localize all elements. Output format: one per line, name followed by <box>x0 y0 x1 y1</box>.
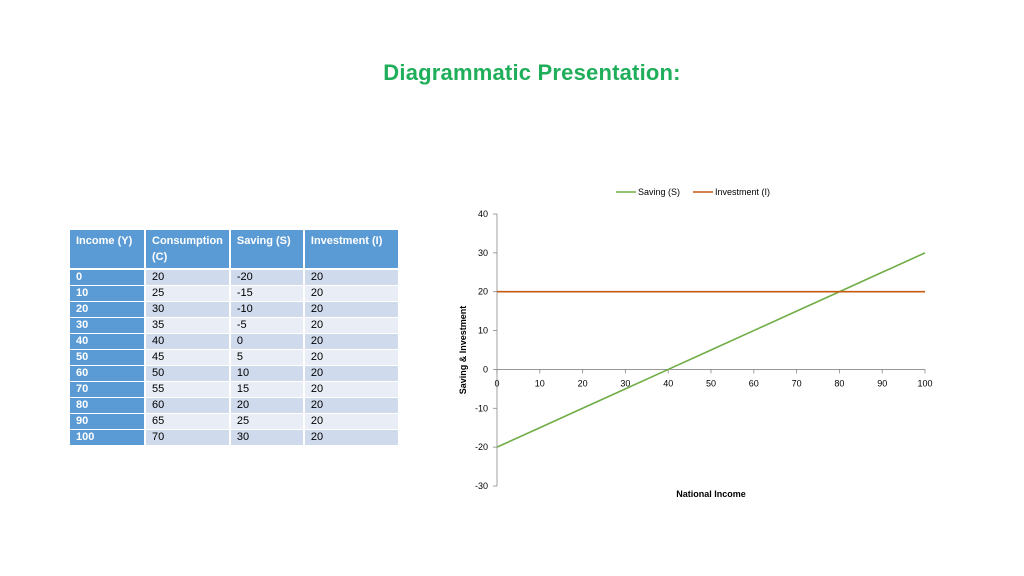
cell-investment: 20 <box>304 382 400 398</box>
cell-consumption: 35 <box>146 318 231 334</box>
cell-saving: 20 <box>230 398 305 414</box>
cell-income: 0 <box>70 270 146 286</box>
series-line-0 <box>496 252 926 448</box>
y-tick-label: 0 <box>483 364 488 374</box>
x-tick-label: 50 <box>706 378 716 388</box>
cell-income: 80 <box>70 398 146 414</box>
cell-income: 30 <box>70 318 146 334</box>
chart-series <box>496 252 926 448</box>
cell-investment: 20 <box>304 270 400 286</box>
y-tick-label: -10 <box>475 403 488 413</box>
cell-income: 70 <box>70 382 146 398</box>
x-tick-label: 0 <box>494 378 499 388</box>
table-row: 90 65 25 20 <box>70 414 400 430</box>
header-income: Income (Y) <box>70 230 146 270</box>
legend-label-0: Saving (S) <box>638 187 680 197</box>
table-row: 60 50 10 20 <box>70 366 400 382</box>
slide-title: Diagrammatic Presentation: <box>383 60 681 85</box>
cell-income: 60 <box>70 366 146 382</box>
table-row: 0 20 -20 20 <box>70 270 400 286</box>
cell-investment: 20 <box>304 318 400 334</box>
cell-saving: 5 <box>230 350 305 366</box>
cell-investment: 20 <box>304 398 400 414</box>
cell-income: 100 <box>70 430 146 446</box>
cell-consumption: 65 <box>146 414 231 430</box>
cell-consumption: 55 <box>146 382 231 398</box>
cell-income: 90 <box>70 414 146 430</box>
cell-income: 20 <box>70 302 146 318</box>
x-tick-label: 60 <box>749 378 759 388</box>
cell-investment: 20 <box>304 414 400 430</box>
cell-investment: 20 <box>304 334 400 350</box>
cell-investment: 20 <box>304 302 400 318</box>
cell-investment: 20 <box>304 350 400 366</box>
legend-label-1: Investment (I) <box>715 187 770 197</box>
header-investment: Investment (I) <box>304 230 400 270</box>
cell-income: 40 <box>70 334 146 350</box>
cell-saving: -5 <box>230 318 305 334</box>
table-row: 20 30 -10 20 <box>70 302 400 318</box>
x-tick-label: 90 <box>877 378 887 388</box>
header-consumption: Consumption (C) <box>146 230 231 270</box>
cell-investment: 20 <box>304 366 400 382</box>
x-tick-label: 70 <box>792 378 802 388</box>
table-header-row: Income (Y) Consumption (C) Saving (S) In… <box>70 230 400 270</box>
cell-saving: 25 <box>230 414 305 430</box>
cell-saving: 0 <box>230 334 305 350</box>
y-tick-label: 40 <box>478 209 488 219</box>
x-tick-label: 100 <box>917 378 932 388</box>
table-row: 100 70 30 20 <box>70 430 400 446</box>
chart-ticks: -30 -20 -10 0 10 20 30 40 0 10 20 30 40 50 60 70 80 90 100 <box>475 209 933 491</box>
header-saving: Saving (S) <box>230 230 305 270</box>
x-axis-title: National Income <box>676 489 746 499</box>
cell-saving: 15 <box>230 382 305 398</box>
cell-saving: 10 <box>230 366 305 382</box>
cell-saving: -20 <box>230 270 305 286</box>
chart-legend: Saving (S) Investment (I) <box>616 187 770 197</box>
cell-investment: 20 <box>304 430 400 446</box>
table-row: 80 60 20 20 <box>70 398 400 414</box>
cell-saving: 30 <box>230 430 305 446</box>
cell-income: 50 <box>70 350 146 366</box>
cell-saving: -15 <box>230 286 305 302</box>
cell-consumption: 70 <box>146 430 231 446</box>
income-table: Income (Y) Consumption (C) Saving (S) In… <box>70 230 400 446</box>
x-tick-label: 40 <box>663 378 673 388</box>
cell-consumption: 45 <box>146 350 231 366</box>
x-tick-label: 30 <box>620 378 630 388</box>
cell-investment: 20 <box>304 286 400 302</box>
cell-consumption: 30 <box>146 302 231 318</box>
cell-consumption: 20 <box>146 270 231 286</box>
x-tick-label: 20 <box>578 378 588 388</box>
table-row: 50 45 5 20 <box>70 350 400 366</box>
y-tick-label: 10 <box>478 326 488 336</box>
table-row: 70 55 15 20 <box>70 382 400 398</box>
table-row: 30 35 -5 20 <box>70 318 400 334</box>
y-tick-label: -20 <box>475 442 488 452</box>
cell-consumption: 25 <box>146 286 231 302</box>
y-axis-title: Saving & Investment <box>458 306 468 395</box>
cell-consumption: 50 <box>146 366 231 382</box>
cell-consumption: 40 <box>146 334 231 350</box>
x-tick-label: 10 <box>535 378 545 388</box>
cell-income: 10 <box>70 286 146 302</box>
cell-consumption: 60 <box>146 398 231 414</box>
table-row: 40 40 0 20 <box>70 334 400 350</box>
x-tick-label: 80 <box>834 378 844 388</box>
table-body: 0 20 -20 20 10 25 -15 20 20 30 -10 20 30 35 -5 20 40 40 0 2… <box>70 270 400 446</box>
table-row: 10 25 -15 20 <box>70 286 400 302</box>
y-tick-label: 30 <box>478 248 488 258</box>
cell-saving: -10 <box>230 302 305 318</box>
y-tick-label: -30 <box>475 481 488 491</box>
y-tick-label: 20 <box>478 287 488 297</box>
